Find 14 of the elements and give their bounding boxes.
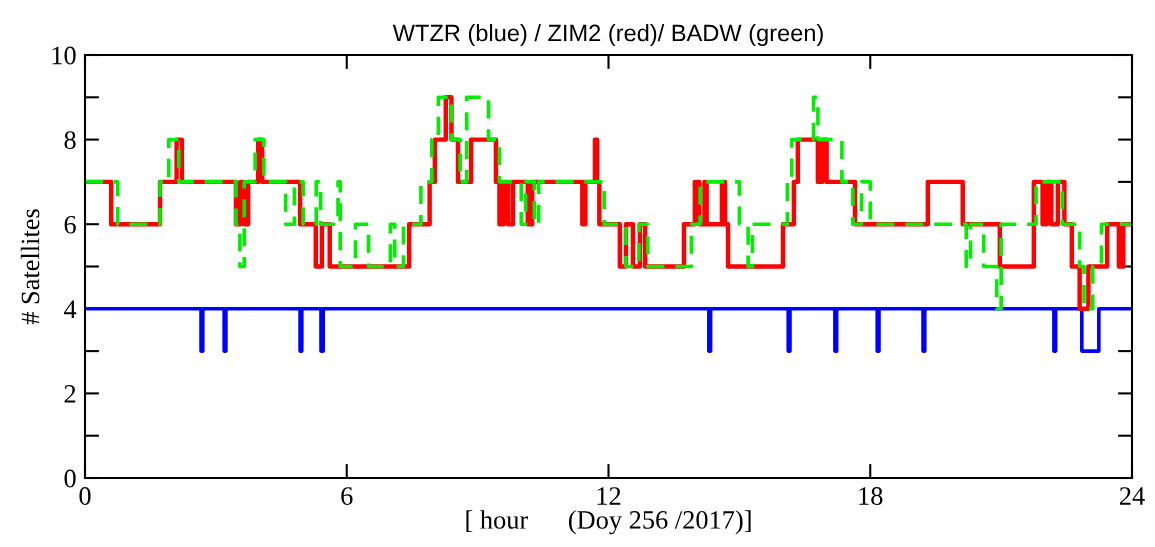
x-tick-label: 24 bbox=[1119, 487, 1145, 505]
x-tick-label: 6 bbox=[341, 487, 353, 505]
y-axis-title: # Satellites bbox=[20, 209, 40, 325]
y-tick-label: 8 bbox=[64, 131, 76, 150]
x-tick-label: 18 bbox=[859, 487, 883, 505]
y-tick-label: 10 bbox=[52, 46, 76, 65]
y-tick-label: 2 bbox=[64, 385, 76, 403]
y-tick-label: 0 bbox=[64, 469, 76, 488]
chart-title: WTZR (blue) / ZIM2 (red)/ BADW (green) bbox=[392, 24, 823, 47]
x-tick-label: 12 bbox=[597, 487, 621, 505]
y-tick-label: 4 bbox=[63, 300, 77, 318]
y-tick-label: 6 bbox=[64, 215, 76, 234]
x-tick-label: 0 bbox=[79, 487, 91, 505]
x-axis-title: [ hour (Doy 256 /2017)] bbox=[466, 510, 751, 535]
